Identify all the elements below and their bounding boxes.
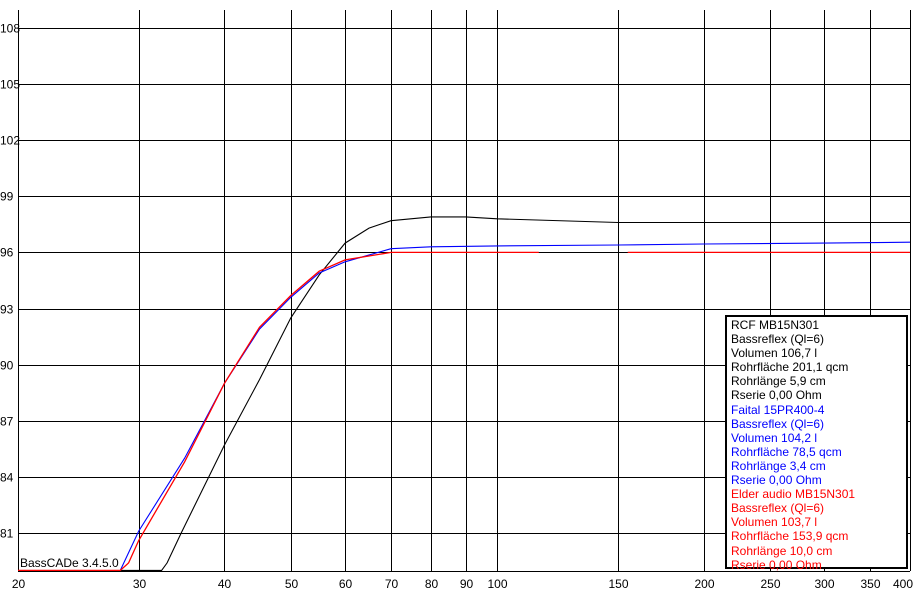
legend-line: Rohrlänge 3,4 cm (731, 458, 826, 473)
legend-line: Volumen 104,2 l (731, 430, 818, 445)
legend-line: Volumen 106,7 l (731, 346, 818, 361)
legend-line: Bassreflex (Ql=6) (731, 332, 825, 347)
legend-line: RCF MB15N301 (731, 318, 820, 332)
legend-box: RCF MB15N301 Bassreflex (Ql=6) Volumen 106… (725, 315, 908, 572)
legend-line: Bassreflex (Ql=6) (731, 501, 825, 516)
x-tick-label: 400 (893, 577, 913, 591)
series-line-3 (18, 251, 539, 572)
x-tick-label: 200 (694, 577, 714, 591)
legend-line: Bassreflex (Ql=6) (731, 416, 825, 431)
y-tick-label: 96 (0, 246, 14, 260)
x-tick-label: 150 (608, 577, 628, 591)
x-tick-label: 350 (860, 577, 880, 591)
y-tick-label: 102 (0, 134, 20, 148)
y-tick-label: 93 (0, 303, 14, 317)
legend-line: Rserie 0,00 Ohm (731, 557, 822, 572)
legend-line: Rserie 0,00 Ohm (731, 473, 822, 488)
legend-line: Rohrfläche 201,1 qcm (731, 360, 849, 375)
series-line-1 (120, 216, 910, 571)
y-tick-label: 99 (0, 190, 14, 204)
x-tick-label: 20 (12, 577, 26, 591)
x-tick-label: 250 (760, 577, 780, 591)
legend-line: Rohrlänge 5,9 cm (731, 374, 826, 389)
x-tick-label: 300 (814, 577, 834, 591)
legend-line: Elder audio MB15N301 (731, 487, 856, 502)
y-tick-label: 105 (0, 78, 20, 92)
y-tick-label: 87 (0, 415, 14, 429)
y-tick-label: 81 (0, 527, 14, 541)
legend-line: Faital 15PR400-4 (731, 402, 825, 417)
legend-line: Rohrfläche 78,5 qcm (731, 444, 842, 459)
x-tick-label: 40 (218, 577, 232, 591)
legend-line: Volumen 103,7 l (731, 515, 818, 530)
x-tick-label: 60 (339, 577, 353, 591)
version-label: BassCADe 3.4.5.0 (20, 556, 119, 570)
x-tick-label: 90 (460, 577, 474, 591)
y-tick-label: 90 (0, 359, 14, 373)
y-tick-label: 108 (0, 22, 20, 36)
x-tick-label: 100 (487, 577, 507, 591)
legend-line: Rohrfläche 153,9 qcm (731, 529, 849, 544)
x-tick-label: 80 (425, 577, 439, 591)
x-tick-label: 30 (133, 577, 147, 591)
legend-line: Rserie 0,00 Ohm (731, 388, 822, 403)
x-tick-label: 70 (385, 577, 399, 591)
x-tick-label: 50 (285, 577, 299, 591)
y-tick-label: 84 (0, 471, 14, 485)
legend-line: Rohrlänge 10,0 cm (731, 543, 833, 558)
series-line-2 (119, 241, 911, 571)
